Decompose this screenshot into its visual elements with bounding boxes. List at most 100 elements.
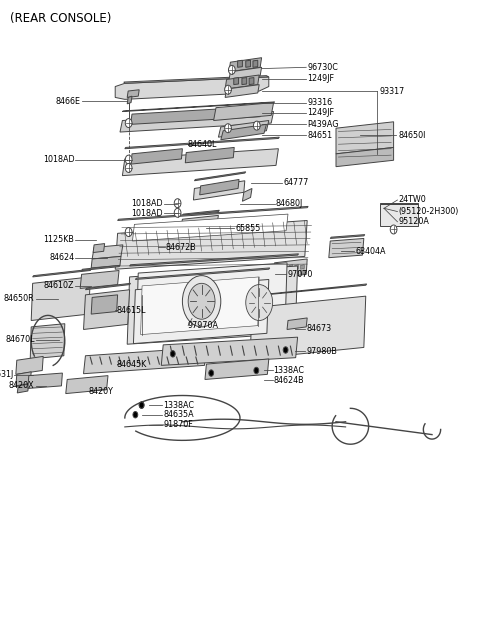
Text: 91870F: 91870F [163, 420, 193, 429]
Polygon shape [185, 147, 234, 163]
Text: 68404A: 68404A [355, 247, 386, 256]
Polygon shape [250, 296, 366, 359]
Polygon shape [246, 60, 251, 67]
Text: 8420Y: 8420Y [89, 387, 114, 395]
Polygon shape [229, 67, 262, 80]
Polygon shape [125, 137, 279, 149]
Polygon shape [274, 259, 307, 278]
Polygon shape [277, 265, 281, 269]
Text: 84635A: 84635A [163, 410, 194, 419]
Circle shape [174, 208, 181, 217]
Circle shape [254, 367, 259, 374]
Text: 24TW0: 24TW0 [398, 196, 426, 204]
Polygon shape [200, 179, 239, 195]
Circle shape [174, 199, 181, 208]
Text: P439AG: P439AG [307, 120, 339, 129]
Text: 1018AD: 1018AD [132, 209, 163, 218]
Polygon shape [242, 78, 247, 85]
Text: 93317: 93317 [379, 87, 405, 96]
Polygon shape [132, 214, 288, 241]
Circle shape [225, 124, 231, 133]
Polygon shape [205, 359, 269, 379]
Polygon shape [115, 221, 307, 269]
Polygon shape [253, 60, 258, 67]
Text: (REAR CONSOLE): (REAR CONSOLE) [10, 12, 111, 24]
Polygon shape [252, 284, 367, 296]
Polygon shape [85, 283, 131, 290]
Polygon shape [16, 372, 31, 386]
Polygon shape [380, 203, 418, 204]
Polygon shape [30, 324, 65, 359]
Polygon shape [193, 181, 245, 200]
Polygon shape [66, 376, 108, 394]
Text: 84650R: 84650R [4, 294, 35, 303]
Text: 84680J: 84680J [276, 199, 303, 208]
Polygon shape [182, 210, 219, 215]
Polygon shape [28, 373, 62, 388]
Polygon shape [130, 254, 299, 266]
Text: 84631J: 84631J [0, 370, 13, 379]
Polygon shape [127, 90, 139, 97]
Polygon shape [249, 78, 254, 85]
Polygon shape [181, 215, 218, 228]
Circle shape [228, 65, 235, 74]
Circle shape [133, 412, 138, 418]
Polygon shape [283, 265, 287, 269]
Polygon shape [16, 356, 43, 374]
Polygon shape [283, 270, 287, 274]
Polygon shape [221, 124, 266, 140]
Text: 65855: 65855 [235, 224, 261, 233]
Text: 97070: 97070 [287, 270, 312, 279]
Polygon shape [242, 188, 252, 201]
Text: 1018AD: 1018AD [43, 155, 74, 164]
Text: 84670L: 84670L [5, 335, 35, 344]
Text: 84645K: 84645K [116, 360, 146, 369]
Text: 64777: 64777 [283, 178, 309, 187]
Text: 84672B: 84672B [166, 243, 196, 252]
Polygon shape [336, 122, 394, 154]
Text: 8420X: 8420X [9, 381, 35, 390]
Polygon shape [225, 75, 259, 89]
Text: 84640L: 84640L [187, 140, 216, 149]
Polygon shape [380, 204, 418, 226]
Circle shape [170, 351, 175, 357]
Polygon shape [336, 147, 394, 167]
Polygon shape [31, 277, 90, 320]
Circle shape [182, 276, 221, 327]
Polygon shape [131, 106, 262, 124]
Text: 1125KB: 1125KB [44, 235, 74, 244]
Circle shape [125, 155, 132, 164]
Polygon shape [289, 265, 293, 269]
Text: 8466E: 8466E [56, 97, 81, 106]
Polygon shape [136, 263, 287, 336]
Polygon shape [214, 103, 274, 121]
Polygon shape [330, 235, 365, 238]
Polygon shape [115, 77, 269, 99]
Polygon shape [92, 245, 123, 259]
Circle shape [125, 119, 132, 128]
Text: 84650I: 84650I [398, 131, 426, 140]
Circle shape [283, 347, 288, 353]
Polygon shape [300, 265, 304, 269]
Text: 84615L: 84615L [116, 306, 145, 315]
Polygon shape [84, 290, 130, 329]
Circle shape [253, 121, 260, 130]
Polygon shape [238, 60, 242, 67]
Polygon shape [118, 206, 308, 221]
Polygon shape [84, 347, 206, 374]
Circle shape [139, 402, 144, 408]
Polygon shape [229, 58, 262, 72]
Circle shape [125, 228, 132, 237]
Circle shape [139, 402, 144, 408]
Text: 1249JF: 1249JF [307, 74, 334, 83]
Text: 1018AD: 1018AD [132, 199, 163, 208]
Circle shape [209, 370, 214, 376]
Text: 84673: 84673 [306, 324, 331, 333]
Text: (95120-2H300): (95120-2H300) [398, 207, 459, 216]
Polygon shape [91, 295, 118, 314]
Text: 96730C: 96730C [307, 63, 338, 72]
Polygon shape [194, 172, 246, 181]
Text: 84624B: 84624B [274, 376, 304, 385]
Polygon shape [225, 85, 259, 97]
Polygon shape [218, 121, 269, 137]
